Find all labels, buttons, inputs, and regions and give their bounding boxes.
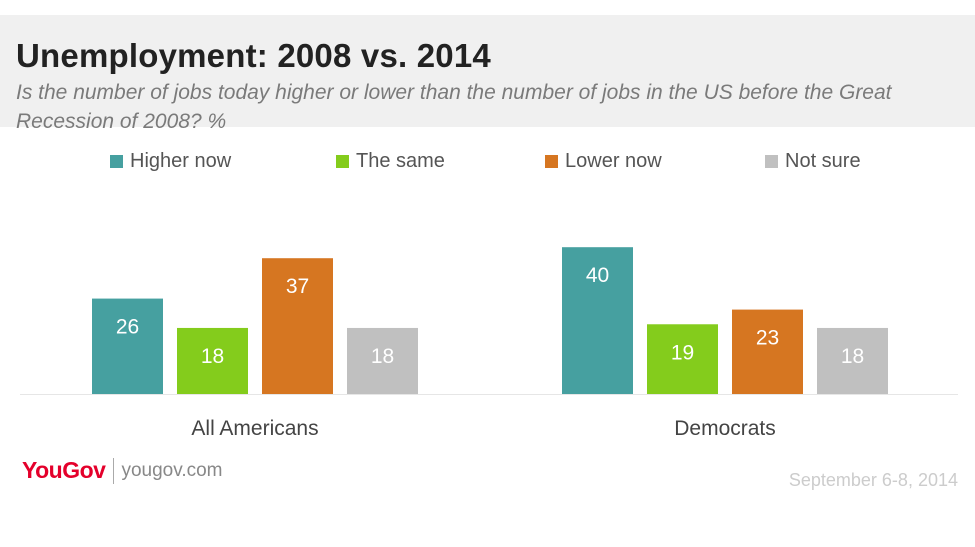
legend-swatch-lower-now	[545, 155, 558, 168]
bar-all-americans-not-sure	[347, 327, 418, 394]
chart-title: Unemployment: 2008 vs. 2014	[16, 37, 491, 74]
survey-date: September 6-8, 2014	[788, 470, 958, 490]
legend-label-the-same: The same	[356, 150, 445, 172]
brand: YouGov yougov.com	[22, 457, 223, 484]
legend-swatch-higher-now	[110, 155, 123, 168]
data-label-democrats-higher-now: 40	[586, 264, 609, 287]
data-label-all-americans-not-sure: 18	[371, 345, 394, 368]
legend-item-lower-now: Lower now	[545, 150, 662, 173]
header-band: Unemployment: 2008 vs. 2014 Is the numbe…	[0, 15, 975, 133]
bar-democrats-the-same	[647, 324, 718, 394]
bar-all-americans-lower-now	[262, 258, 333, 394]
legend-label-not-sure: Not sure	[785, 150, 861, 172]
chart-subtitle: Is the number of jobs today higher or lo…	[16, 81, 892, 133]
legend-swatch-the-same	[336, 155, 349, 168]
legend-swatch-not-sure	[765, 155, 778, 168]
legend-item-the-same: The same	[336, 150, 445, 173]
data-label-democrats-the-same: 19	[671, 341, 694, 364]
brand-url: yougov.com	[121, 459, 223, 481]
bar-democrats-lower-now	[732, 309, 803, 394]
brand-divider	[113, 457, 115, 484]
bar-all-americans-higher-now	[92, 298, 163, 394]
yougov-logo: YouGov	[22, 457, 106, 483]
legend-label-higher-now: Higher now	[130, 150, 232, 172]
category-label-democrats: Democrats	[674, 417, 776, 440]
data-label-all-americans-higher-now: 26	[116, 316, 139, 339]
data-label-all-americans-the-same: 18	[201, 345, 224, 368]
data-label-all-americans-lower-now: 37	[286, 275, 309, 298]
category-label-all-americans: All Americans	[191, 417, 318, 440]
bar-democrats-not-sure	[817, 327, 888, 394]
data-label-democrats-lower-now: 23	[756, 327, 779, 350]
legend: Higher now The same Lower now Not sure	[0, 150, 975, 178]
bar-democrats-higher-now	[562, 247, 633, 394]
legend-item-higher-now: Higher now	[110, 150, 231, 173]
bar-chart: 26 18 37 18 All Americans 40 19 23 18 Democrats	[20, 247, 958, 440]
data-label-democrats-not-sure: 18	[841, 345, 864, 368]
legend-label-lower-now: Lower now	[565, 150, 662, 172]
legend-item-not-sure: Not sure	[765, 150, 861, 173]
bar-all-americans-the-same	[177, 327, 248, 394]
